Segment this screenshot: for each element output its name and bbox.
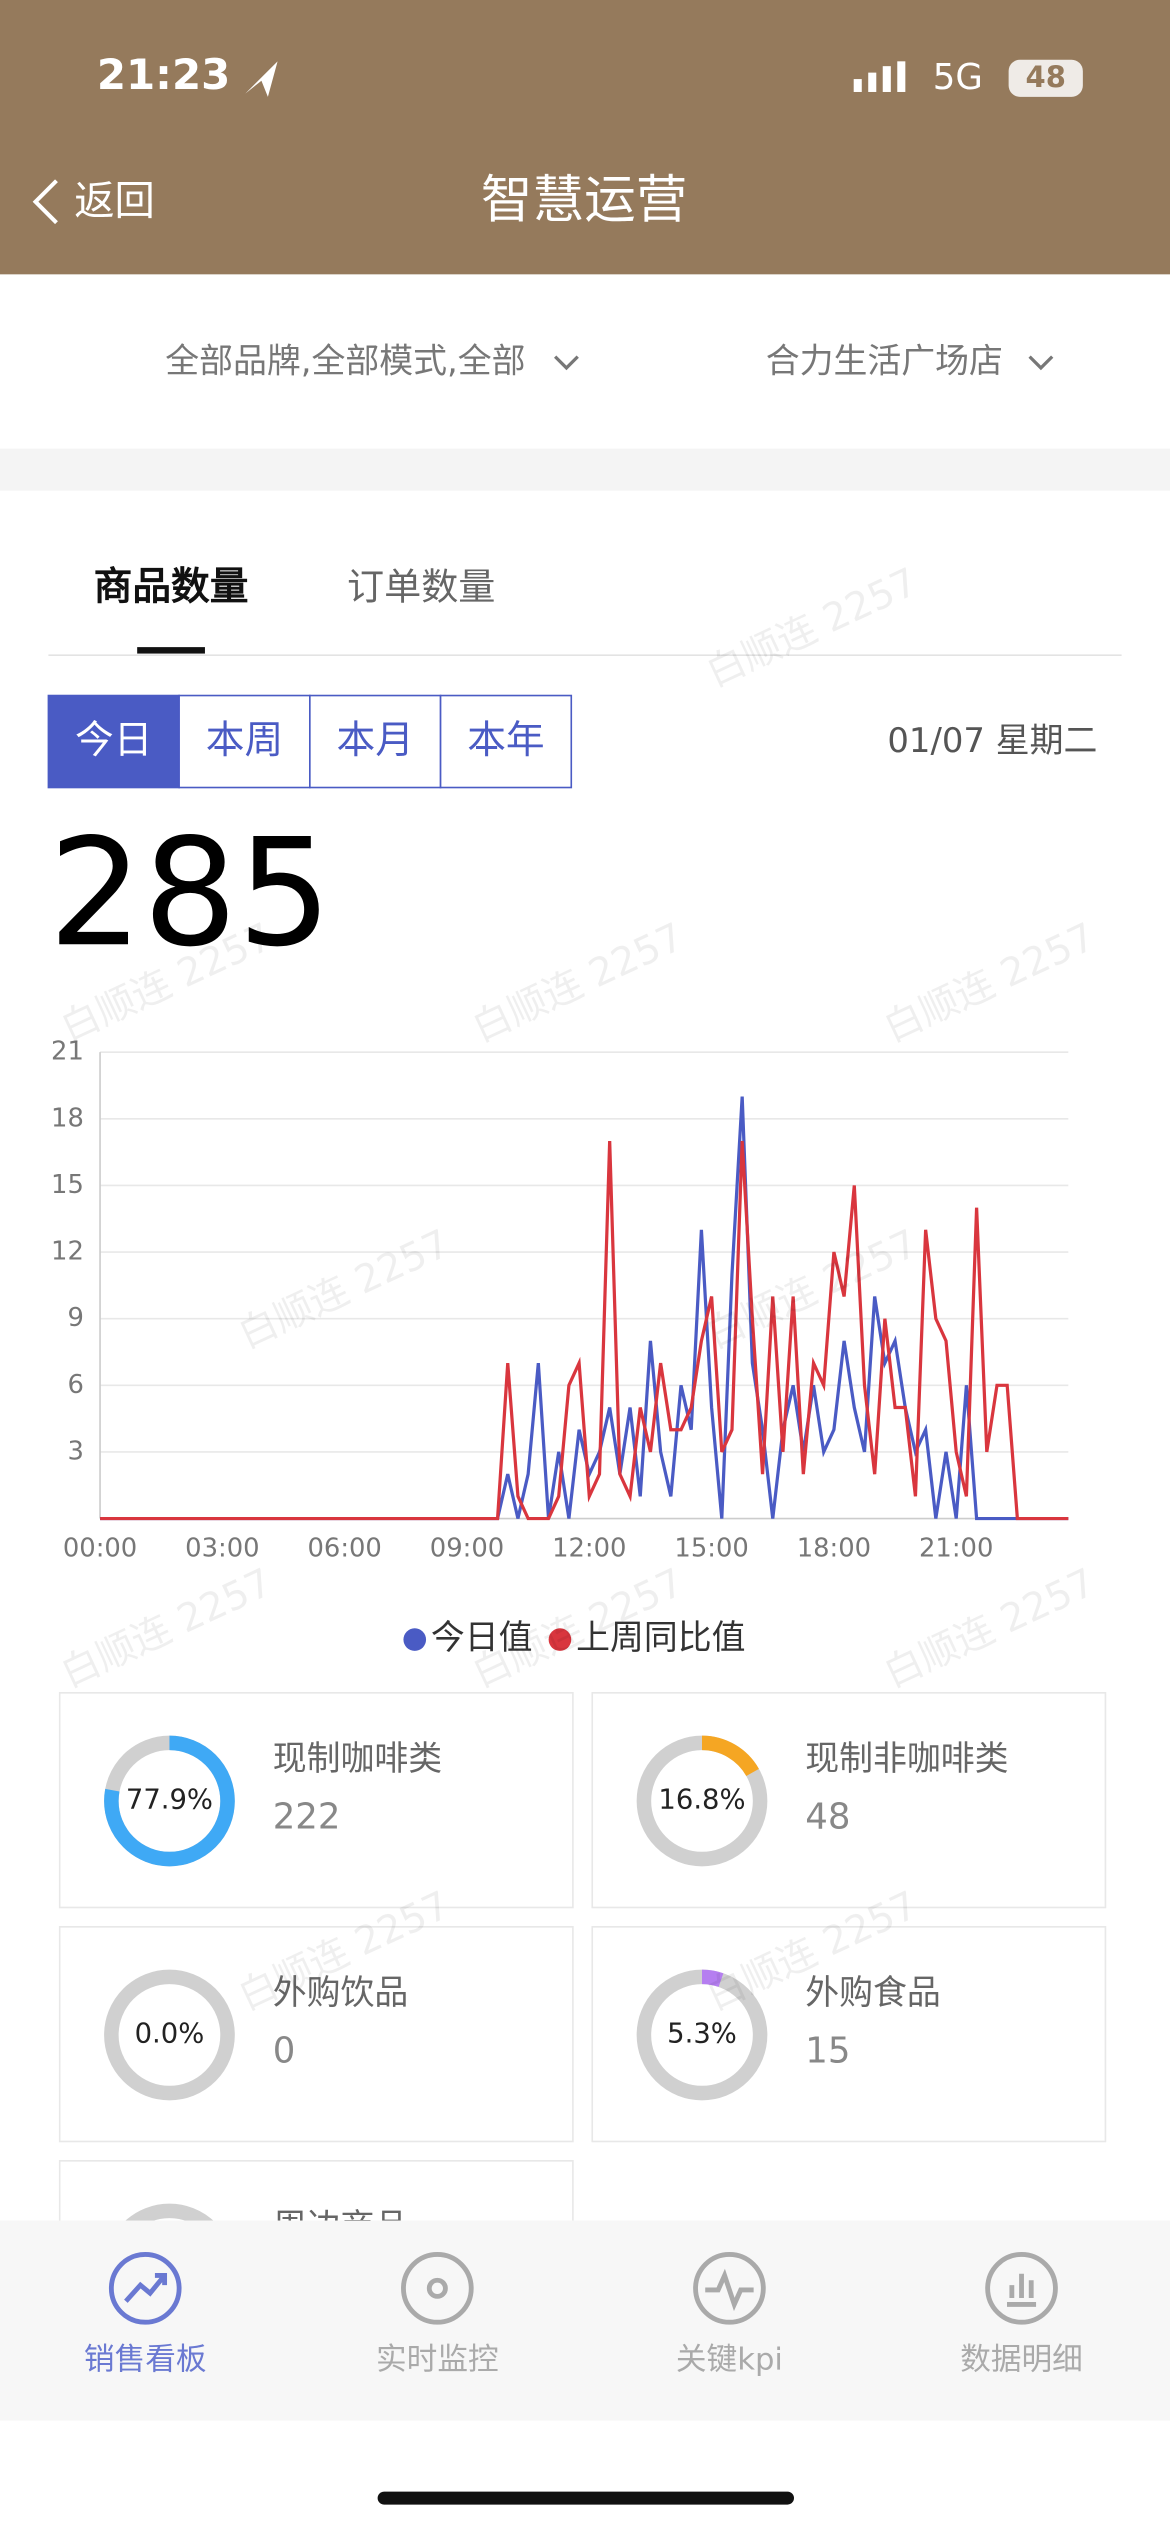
card-count: 48	[805, 1797, 850, 1838]
tabbar-icon[interactable]	[108, 2252, 182, 2325]
date: 01/07 星期二	[887, 721, 1097, 760]
legend-label: 上周同比值	[576, 1618, 745, 1657]
y-tick-label: 21	[51, 1037, 84, 1067]
tabbar-icon[interactable]	[693, 2252, 766, 2325]
brand-filter[interactable]: 全部品牌,全部模式,全部	[165, 342, 525, 381]
x-tick-label: 03:00	[185, 1534, 259, 1564]
watermark: 白顺连 2257	[877, 1560, 1102, 1697]
y-tick-label: 3	[67, 1436, 83, 1466]
signal-icon	[853, 61, 906, 92]
battery-level: 48	[1026, 60, 1066, 94]
tab[interactable]: 订单数量	[347, 566, 495, 609]
donut-track	[104, 1969, 235, 2101]
watermark: 白顺连 2257	[700, 560, 925, 697]
store-filter[interactable]: 合力生活广场店	[766, 342, 1003, 381]
location-icon	[245, 61, 278, 97]
tabbar-label[interactable]: 销售看板	[84, 2342, 207, 2377]
tabbar-label[interactable]: 关键kpi	[676, 2342, 783, 2377]
tabbar-icon[interactable]	[705, 2268, 754, 2312]
watermark: 白顺连 2257	[877, 915, 1102, 1052]
donut-label: 5.3%	[667, 2018, 737, 2049]
x-tick-label: 12:00	[552, 1534, 626, 1564]
period-label[interactable]: 本年	[467, 718, 544, 763]
home-indicator	[377, 2491, 794, 2505]
period-button[interactable]	[47, 694, 180, 789]
card-name: 现制咖啡类	[273, 1739, 442, 1778]
series-line	[100, 1140, 1069, 1521]
tabbar-icon[interactable]	[426, 2277, 448, 2299]
y-tick-label: 9	[67, 1303, 83, 1333]
tabbar-label[interactable]: 数据明细	[960, 2342, 1083, 2377]
back-icon[interactable]	[32, 179, 58, 225]
period-label[interactable]: 本月	[336, 718, 413, 763]
card-name: 外购饮品	[273, 1973, 409, 2012]
watermark: 白顺连 2257	[54, 1560, 279, 1697]
watermark: 白顺连 2257	[466, 915, 691, 1052]
category-card	[58, 1926, 574, 2143]
donut-arc	[636, 1735, 768, 1867]
y-tick-label: 18	[51, 1103, 84, 1133]
donut-label: 0.0%	[135, 2018, 205, 2049]
tab-active[interactable]: 商品数量	[94, 565, 249, 610]
x-tick-label: 09:00	[430, 1534, 504, 1564]
legend-dot	[548, 1628, 572, 1651]
tabbar-bg	[0, 2220, 1170, 2421]
period-label[interactable]: 本周	[206, 718, 283, 763]
category-card	[591, 1926, 1107, 2143]
page-title: 智慧运营	[481, 170, 688, 230]
card-count: 222	[273, 1797, 341, 1838]
tabbar-icon[interactable]	[985, 2252, 1058, 2325]
card-count: 15	[805, 2031, 850, 2072]
legend-label: 今日值	[431, 1618, 533, 1657]
total: 285	[48, 807, 331, 980]
donut-arc	[636, 1969, 768, 2101]
donut-label: 77.9%	[126, 1784, 213, 1815]
watermark: 白顺连 2257	[232, 1221, 457, 1358]
back-button[interactable]: 返回	[74, 177, 155, 224]
y-tick-label: 15	[51, 1170, 84, 1200]
period-label[interactable]: 今日	[75, 718, 152, 763]
chevron	[554, 355, 579, 371]
tabbar-label[interactable]: 实时监控	[376, 2342, 499, 2377]
tab-indicator	[137, 647, 205, 654]
tabbar-icon[interactable]	[1007, 2273, 1037, 2307]
y-tick-label: 6	[67, 1370, 83, 1400]
card-count: 0	[273, 2031, 296, 2072]
period-button[interactable]	[439, 694, 573, 789]
x-tick-label: 00:00	[63, 1534, 137, 1564]
category-card	[58, 1692, 574, 1909]
card-name: 外购食品	[805, 1973, 941, 2012]
x-tick-label: 18:00	[797, 1534, 871, 1564]
chevron	[1028, 355, 1054, 371]
tabbar-icon[interactable]	[124, 2272, 168, 2303]
y-tick-label: 12	[51, 1237, 84, 1267]
x-tick-label: 15:00	[674, 1534, 748, 1564]
tabbar-icon[interactable]	[401, 2252, 474, 2325]
divider	[0, 448, 1170, 491]
card-name: 现制非咖啡类	[805, 1739, 1008, 1778]
x-tick-label: 21:00	[919, 1534, 993, 1564]
donut-arc	[104, 1735, 235, 1867]
header-bg	[0, 0, 1170, 275]
clock: 21:23	[97, 50, 231, 99]
battery	[1008, 59, 1083, 97]
legend-dot	[403, 1628, 427, 1651]
network: 5G	[933, 57, 983, 98]
category-card	[591, 1692, 1107, 1909]
x-tick-label: 06:00	[307, 1534, 381, 1564]
donut-label: 16.8%	[658, 1784, 745, 1815]
